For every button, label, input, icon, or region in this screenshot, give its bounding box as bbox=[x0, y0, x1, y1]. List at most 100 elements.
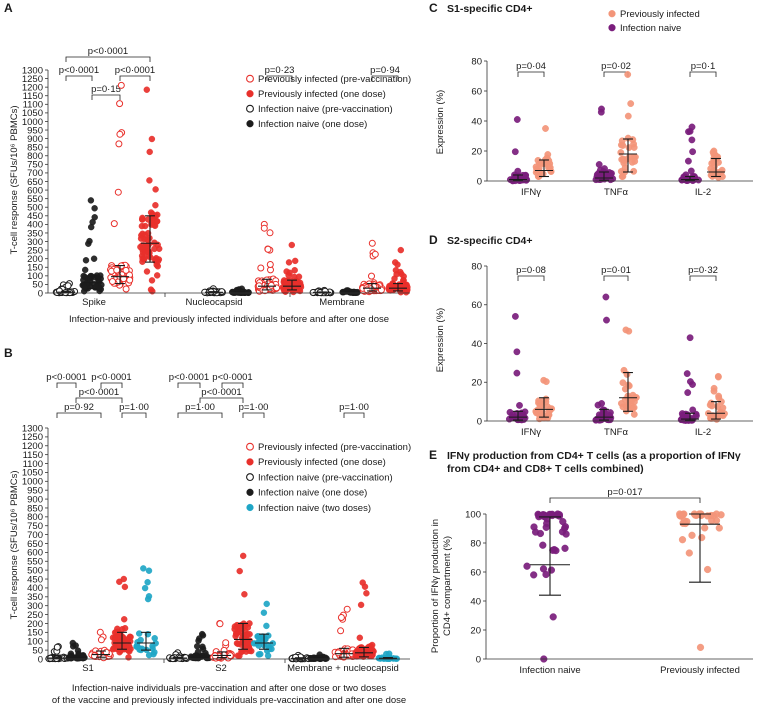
panel-b-ytick-label: 800 bbox=[27, 512, 43, 523]
panel-c-data-point bbox=[620, 157, 628, 164]
panel-b-data-point bbox=[119, 626, 126, 633]
panel-b-data-point bbox=[260, 609, 268, 616]
panel-a-data-point bbox=[115, 140, 123, 148]
panel-a-pvalue-bracket bbox=[371, 75, 399, 81]
panel-a-data-point bbox=[287, 277, 294, 284]
panel-b-data-point bbox=[116, 578, 123, 585]
panel-a-data-point bbox=[139, 216, 146, 223]
panel-a-ytick-label: 50 bbox=[32, 280, 43, 291]
panel-d-data-point bbox=[516, 401, 523, 409]
panel-c-legend-label: Infection naive bbox=[620, 23, 681, 34]
panel-b-axes bbox=[47, 428, 410, 660]
panel-e-axes bbox=[485, 514, 753, 660]
panel-a-pvalue-bracket bbox=[119, 75, 151, 81]
panel-b-data-point bbox=[124, 636, 132, 643]
panel-b-ytick-label: 1100 bbox=[23, 459, 43, 470]
panel-d-data-point bbox=[683, 370, 691, 377]
panel-c-category-label: TNFα bbox=[604, 187, 628, 198]
panel-a-ytick-label: 100 bbox=[27, 271, 43, 282]
panel-d-data-point bbox=[542, 378, 550, 385]
panel-a-data-point bbox=[285, 259, 293, 266]
panel-a-ytick-label: 500 bbox=[27, 203, 43, 214]
panel-d-data-point bbox=[544, 414, 552, 422]
panel-a-ytick-label: 450 bbox=[27, 211, 43, 222]
panel-a-data-point bbox=[264, 245, 272, 253]
panel-b-data-point bbox=[361, 583, 369, 590]
panel-b-data-point bbox=[334, 649, 342, 657]
panel-a: A T-cell response (SFUs/10⁶ PBMCs) 05010… bbox=[4, 1, 411, 325]
panel-e-ytick-label: 80 bbox=[470, 538, 481, 549]
panel-c-data-point bbox=[686, 127, 694, 135]
panel-b-data-point bbox=[263, 622, 270, 630]
panel-a-data-point bbox=[140, 256, 148, 263]
panel-a-legend-marker bbox=[246, 90, 254, 98]
panel-a-ytick-label: 300 bbox=[27, 237, 43, 248]
panel-c-axes bbox=[486, 61, 753, 182]
panel-a-data-point bbox=[97, 275, 104, 282]
panel-c-data-point bbox=[513, 116, 521, 123]
panel-b-data-point bbox=[125, 643, 133, 650]
panel-b-data-point bbox=[241, 591, 248, 598]
panel-b-pvalue-bracket bbox=[221, 382, 244, 388]
panel-a-ytick-label: 0 bbox=[38, 288, 43, 299]
panel-a-data-point bbox=[116, 130, 124, 138]
panel-b-data-point bbox=[239, 552, 247, 560]
panel-a-data-point bbox=[260, 224, 268, 232]
panel-d-pvalue-label: p=0·32 bbox=[688, 265, 718, 276]
panel-e-data-point bbox=[703, 565, 712, 574]
panel-d-category-label: TNFα bbox=[604, 427, 628, 438]
panel-b-data-point bbox=[121, 583, 129, 591]
panel-b-data-point bbox=[125, 654, 132, 661]
panel-a-data-point bbox=[152, 186, 159, 193]
panel-d-ytick-label: 0 bbox=[477, 416, 482, 427]
panel-e-category-label: Previously infected bbox=[660, 665, 740, 676]
panel-a-ytick-label: 900 bbox=[27, 134, 43, 145]
panel-e-ytick-label: 60 bbox=[470, 567, 481, 578]
panel-b-ytick-label: 300 bbox=[27, 601, 43, 612]
panel-d-data-point bbox=[707, 399, 715, 407]
panel-b-legend-marker bbox=[246, 503, 254, 512]
panel-c-data-point bbox=[630, 144, 638, 151]
panel-e-data-point bbox=[530, 571, 538, 579]
panel-c-ytick-label: 20 bbox=[471, 146, 482, 157]
panel-b-ytick-label: 350 bbox=[27, 592, 43, 603]
panel-a-data-point bbox=[109, 278, 116, 285]
panel-a-ytick-label: 750 bbox=[27, 160, 43, 171]
panel-a-ytick-label: 600 bbox=[27, 185, 43, 196]
panel-c-legend-label: Previously infected bbox=[620, 9, 700, 20]
panel-c-data-point bbox=[542, 125, 549, 132]
panel-c-ylabel: Expression (%) bbox=[435, 90, 446, 154]
panel-b-data-point bbox=[337, 627, 345, 635]
panel-b-pvalue-label: p=1·00 bbox=[239, 402, 269, 413]
panel-b-data-point bbox=[337, 614, 345, 621]
panel-e-ylabel-line-2: CD4+ compartment (%) bbox=[442, 536, 453, 636]
panel-a-data-point bbox=[137, 235, 145, 242]
panel-a-data-point bbox=[64, 282, 72, 290]
panel-c-ytick-label: 40 bbox=[471, 116, 482, 127]
panel-b-xlabel-line-1: Infection-naive individuals pre-vaccinat… bbox=[72, 683, 386, 694]
panel-a-data-point bbox=[86, 237, 93, 245]
panel-b-data-point bbox=[234, 652, 242, 659]
panel-b-pvalue-label: p=1·00 bbox=[339, 402, 369, 413]
panel-b-ytick-label: 0 bbox=[38, 654, 43, 665]
panel-c-data-point bbox=[689, 148, 696, 156]
panel-e-data-point bbox=[531, 528, 540, 536]
panel-a-pvalue-label: p<0·0001 bbox=[115, 65, 155, 76]
panel-e-data-point bbox=[698, 533, 706, 542]
panel-b-data-point bbox=[144, 595, 152, 603]
panel-d-pvalue-label: p=0·01 bbox=[601, 265, 631, 276]
panel-b-category-label: S2 bbox=[215, 663, 227, 674]
panel-a-ytick-label: 950 bbox=[27, 125, 43, 136]
panel-b-ytick-label: 550 bbox=[27, 557, 43, 568]
panel-c-data-point bbox=[687, 167, 695, 175]
panel-d-data-point bbox=[513, 348, 521, 356]
panel-b-label: B bbox=[4, 346, 13, 360]
panel-c-data-point bbox=[629, 136, 637, 144]
panel-c-pvalue-bracket bbox=[517, 71, 545, 77]
panel-d-data-point bbox=[513, 369, 521, 377]
panel-a-legend-label: Previously infected (pre-vaccination) bbox=[258, 74, 411, 85]
panel-e-data-point bbox=[677, 512, 685, 520]
panel-b-ytick-label: 1300 bbox=[22, 423, 43, 434]
panel-d-category-label: IL-2 bbox=[695, 427, 711, 438]
panel-b-data-point bbox=[97, 636, 105, 644]
